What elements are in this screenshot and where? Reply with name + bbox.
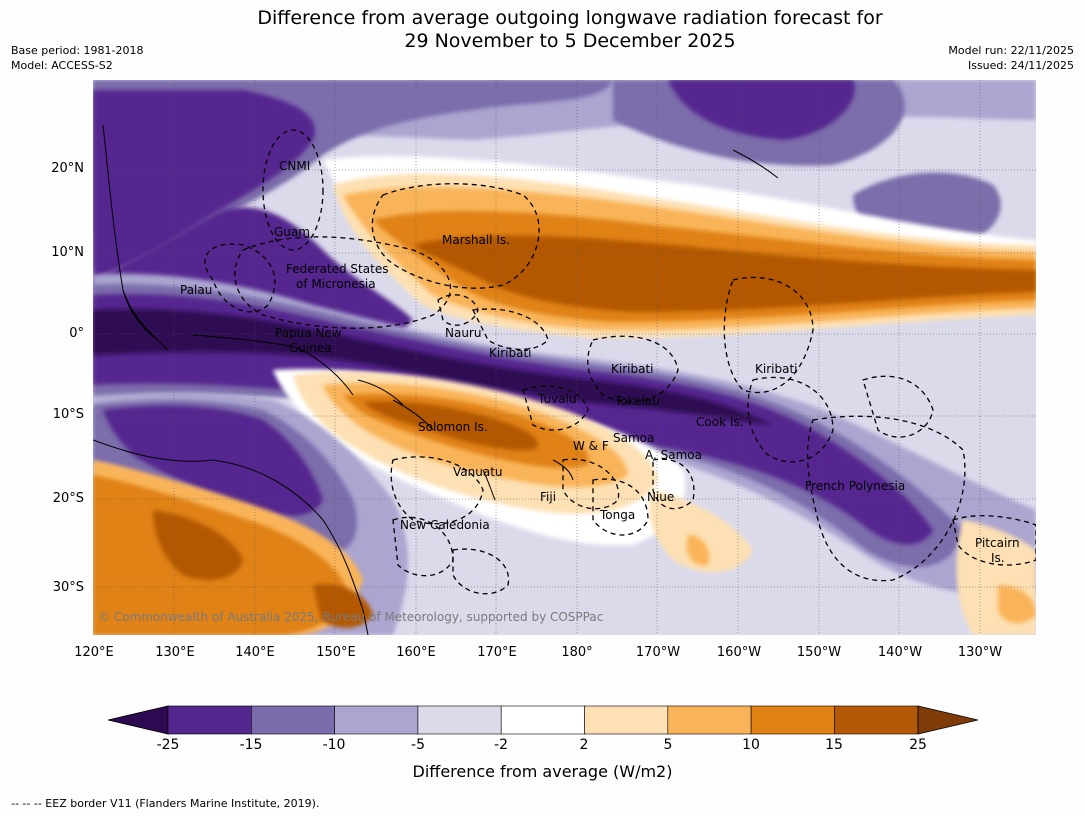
field-se-p2 <box>649 490 753 573</box>
cb-tick-15: 15 <box>825 737 843 753</box>
cb-tick-10: 10 <box>742 737 760 753</box>
field-band-m25 <box>93 294 933 545</box>
label-pitcairn-line2: Is. <box>991 551 1005 565</box>
olr-anomaly-map: CNMI Guam Marshall Is. Federated States … <box>93 80 1036 635</box>
colorbar-bin-m5-m2 <box>417 705 502 735</box>
colorbar-bin-m15-m10 <box>251 705 335 735</box>
copyright-notice: © Commonwealth of Australia 2025, Bureau… <box>98 610 603 624</box>
lon-tick-130e: 130°E <box>155 645 195 660</box>
model-name: Model: ACCESS-S2 <box>11 59 113 72</box>
cb-tick-m5: -5 <box>411 737 425 753</box>
lon-tick-150e: 150°E <box>316 645 356 660</box>
issued-date: Issued: 24/11/2025 <box>967 59 1074 72</box>
label-fiji: Fiji <box>540 490 556 504</box>
label-french-polynesia: French Polynesia <box>805 479 905 493</box>
meta-right: Model run: 22/11/2025 Issued: 24/11/2025 <box>948 43 1074 73</box>
label-kiribati-west: Kiribati <box>489 346 531 360</box>
chart-title: Difference from average outgoing longwav… <box>0 7 1085 53</box>
label-cnmi: CNMI <box>279 159 310 173</box>
lon-tick-120e: 120°E <box>74 645 114 660</box>
colorbar-extend-max <box>917 705 978 735</box>
graticule <box>93 80 1036 635</box>
lon-tick-140e: 140°E <box>235 645 275 660</box>
cb-tick-25: 25 <box>909 737 927 753</box>
title-line-1: Difference from average outgoing longwav… <box>257 7 883 29</box>
label-samoa: Samoa <box>613 431 654 445</box>
cb-tick-m15: -15 <box>239 737 263 753</box>
lat-tick-10s: 10°S <box>52 407 84 422</box>
label-american-samoa: A. Samoa <box>645 448 702 462</box>
label-vanuatu: Vanuatu <box>453 465 503 479</box>
label-palau: Palau <box>180 283 212 297</box>
eez-footnote: -- -- -- EEZ border V11 (Flanders Marine… <box>11 797 320 810</box>
field-band-dark <box>93 309 773 425</box>
label-marshall-islands: Marshall Is. <box>442 233 510 247</box>
lon-tick-140w: 140°W <box>877 645 923 660</box>
label-niue: Niue <box>647 490 674 504</box>
anomaly-fields <box>93 80 1036 635</box>
lon-tick-170e: 170°E <box>477 645 517 660</box>
label-kiribati-east: Kiribati <box>755 362 797 376</box>
field-aus-m25 <box>103 405 323 516</box>
lon-tick-160w: 160°W <box>716 645 762 660</box>
cb-tick-m25: -25 <box>156 737 180 753</box>
field-orange-p15 <box>413 235 1036 312</box>
colorbar-bin-lt-m15 <box>167 705 252 735</box>
lon-tick-170w: 170°W <box>635 645 681 660</box>
colorbar-bin-m10-m5 <box>334 705 419 735</box>
cb-tick-m2: -2 <box>494 737 508 753</box>
colorbar <box>108 705 978 735</box>
country-labels: CNMI Guam Marshall Is. Federated States … <box>180 159 1020 565</box>
model-run: Model run: 22/11/2025 <box>948 44 1074 57</box>
colorbar-bin-15-25 <box>834 705 919 735</box>
colorbar-bin-2-5 <box>584 705 669 735</box>
label-cook-islands: Cook Is. <box>696 415 743 429</box>
label-new-caledonia: New Caledonia <box>400 518 490 532</box>
label-fsm-line1: Federated States <box>286 262 388 276</box>
lon-tick-180: 180° <box>561 645 593 660</box>
cb-tick-m10: -10 <box>322 737 346 753</box>
meta-left: Base period: 1981-2018 Model: ACCESS-S2 <box>11 43 143 73</box>
label-png-line1: Papua New <box>275 326 342 340</box>
field-west-p15 <box>153 510 243 580</box>
label-kiribati-central: Kiribati <box>611 362 653 376</box>
label-wallis-futuna: W & F <box>573 439 609 453</box>
lat-tick-0: 0° <box>69 326 84 341</box>
lat-tick-30s: 30°S <box>52 580 84 595</box>
label-pitcairn-line1: Pitcairn <box>975 536 1020 550</box>
lon-tick-150w: 150°W <box>796 645 842 660</box>
lat-tick-20n: 20°N <box>51 161 84 176</box>
cb-tick-5: 5 <box>663 737 673 753</box>
field-hawaii-m25 <box>668 80 855 140</box>
label-fsm-line2: of Micronesia <box>296 277 376 291</box>
label-guam: Guam <box>274 225 310 239</box>
field-south-p15 <box>363 401 538 451</box>
label-png-line2: Guinea <box>289 341 332 355</box>
base-period: Base period: 1981-2018 <box>11 44 144 57</box>
lat-tick-20s: 20°S <box>52 491 84 506</box>
lon-tick-130w: 130°W <box>957 645 1003 660</box>
label-tonga: Tonga <box>599 508 635 522</box>
label-nauru: Nauru <box>445 326 481 340</box>
lat-tick-10n: 10°N <box>51 245 84 260</box>
field-nw-m25 <box>93 90 315 280</box>
label-tokelau: Tokelau <box>614 394 660 408</box>
colorbar-extend-min <box>108 705 169 735</box>
title-line-2: 29 November to 5 December 2025 <box>404 30 736 52</box>
label-tuvalu: Tuvalu <box>537 392 577 406</box>
label-solomon-islands: Solomon Is. <box>418 420 488 434</box>
field-se-p5 <box>998 585 1036 624</box>
cb-tick-2: 2 <box>579 737 589 753</box>
eez-borders <box>204 129 1036 595</box>
lon-tick-160e: 160°E <box>396 645 436 660</box>
colorbar-bin-m2-2 <box>500 705 585 735</box>
field-se-p5b <box>686 535 710 566</box>
colorbar-bin-5-10 <box>667 705 752 735</box>
coastlines <box>93 124 779 635</box>
colorbar-bin-10-15 <box>750 705 835 735</box>
colorbar-label: Difference from average (W/m2) <box>412 762 673 781</box>
